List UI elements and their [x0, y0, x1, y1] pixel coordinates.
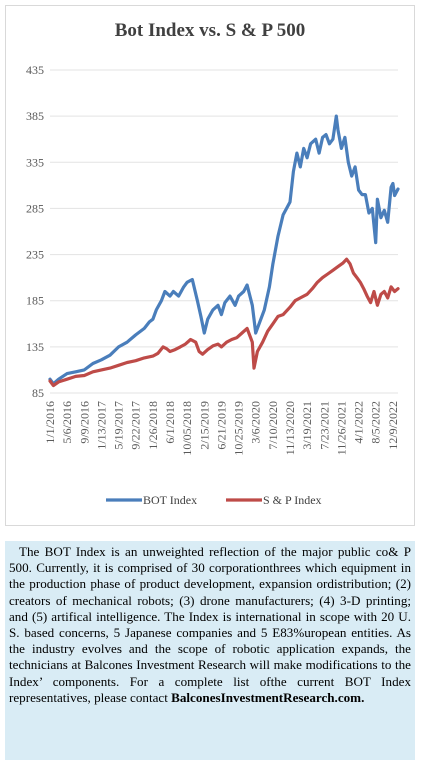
- x-tick-label: 1/26/2018: [146, 401, 160, 450]
- x-tick-label: 7/23/2021: [317, 401, 331, 450]
- x-tick-label: 5/19/2017: [112, 401, 126, 450]
- x-tick-label: 3/19/2021: [300, 401, 314, 450]
- x-tick-label: 11/26/2021: [334, 401, 348, 455]
- series-line-bot-index: [48, 114, 400, 386]
- x-tick-label: 12/9/2022: [386, 401, 400, 450]
- y-tick-label: 135: [26, 340, 44, 354]
- y-tick-label: 85: [32, 386, 44, 400]
- y-tick-label: 435: [26, 63, 44, 77]
- y-tick-label: 385: [26, 109, 44, 123]
- description-body: The BOT Index is an unweighted reflectio…: [9, 544, 411, 705]
- chart-frame: Bot Index vs. S & P 500 85 135 185 235 285 33…: [5, 5, 415, 526]
- y-tick-label: 235: [26, 248, 44, 262]
- x-tick-label: 6/1/2018: [163, 401, 177, 444]
- y-tick-label: 185: [26, 294, 44, 308]
- x-tick-label: 9/9/2016: [77, 401, 91, 444]
- x-tick-label: 1/13/2017: [94, 401, 108, 450]
- y-tick-label: 285: [26, 201, 44, 215]
- x-tick-label: 4/1/2022: [352, 401, 366, 444]
- legend-label-bot-index: BOT Index: [143, 493, 197, 507]
- x-tick-label: 5/6/2016: [60, 401, 74, 444]
- x-tick-label: 8/5/2022: [369, 401, 383, 444]
- x-tick-label: 3/6/2020: [249, 401, 263, 444]
- description-text: The BOT Index is an unweighted reflectio…: [9, 544, 411, 706]
- y-tick-label: 335: [26, 155, 44, 169]
- chart-title: Bot Index vs. S & P 500: [114, 20, 306, 41]
- x-tick-label: 2/15/2019: [197, 401, 211, 450]
- x-tick-label: 1/1/2016: [43, 401, 57, 444]
- x-tick-label: 7/10/2020: [266, 401, 280, 450]
- description-panel: The BOT Index is an unweighted reflectio…: [5, 541, 415, 760]
- x-tick-label: 6/21/2019: [214, 401, 228, 450]
- series-line-sp-index: [48, 257, 400, 388]
- legend-label-sp-index: S & P Index: [263, 493, 322, 507]
- x-tick-label: 11/13/2020: [283, 401, 297, 455]
- x-tick-label: 10/05/2018: [180, 401, 194, 456]
- x-tick-label: 10/25/2019: [232, 401, 246, 456]
- x-tick-label: 9/22/2017: [129, 401, 143, 450]
- website-link[interactable]: BalconesInvestmentResearch.com.: [171, 689, 365, 705]
